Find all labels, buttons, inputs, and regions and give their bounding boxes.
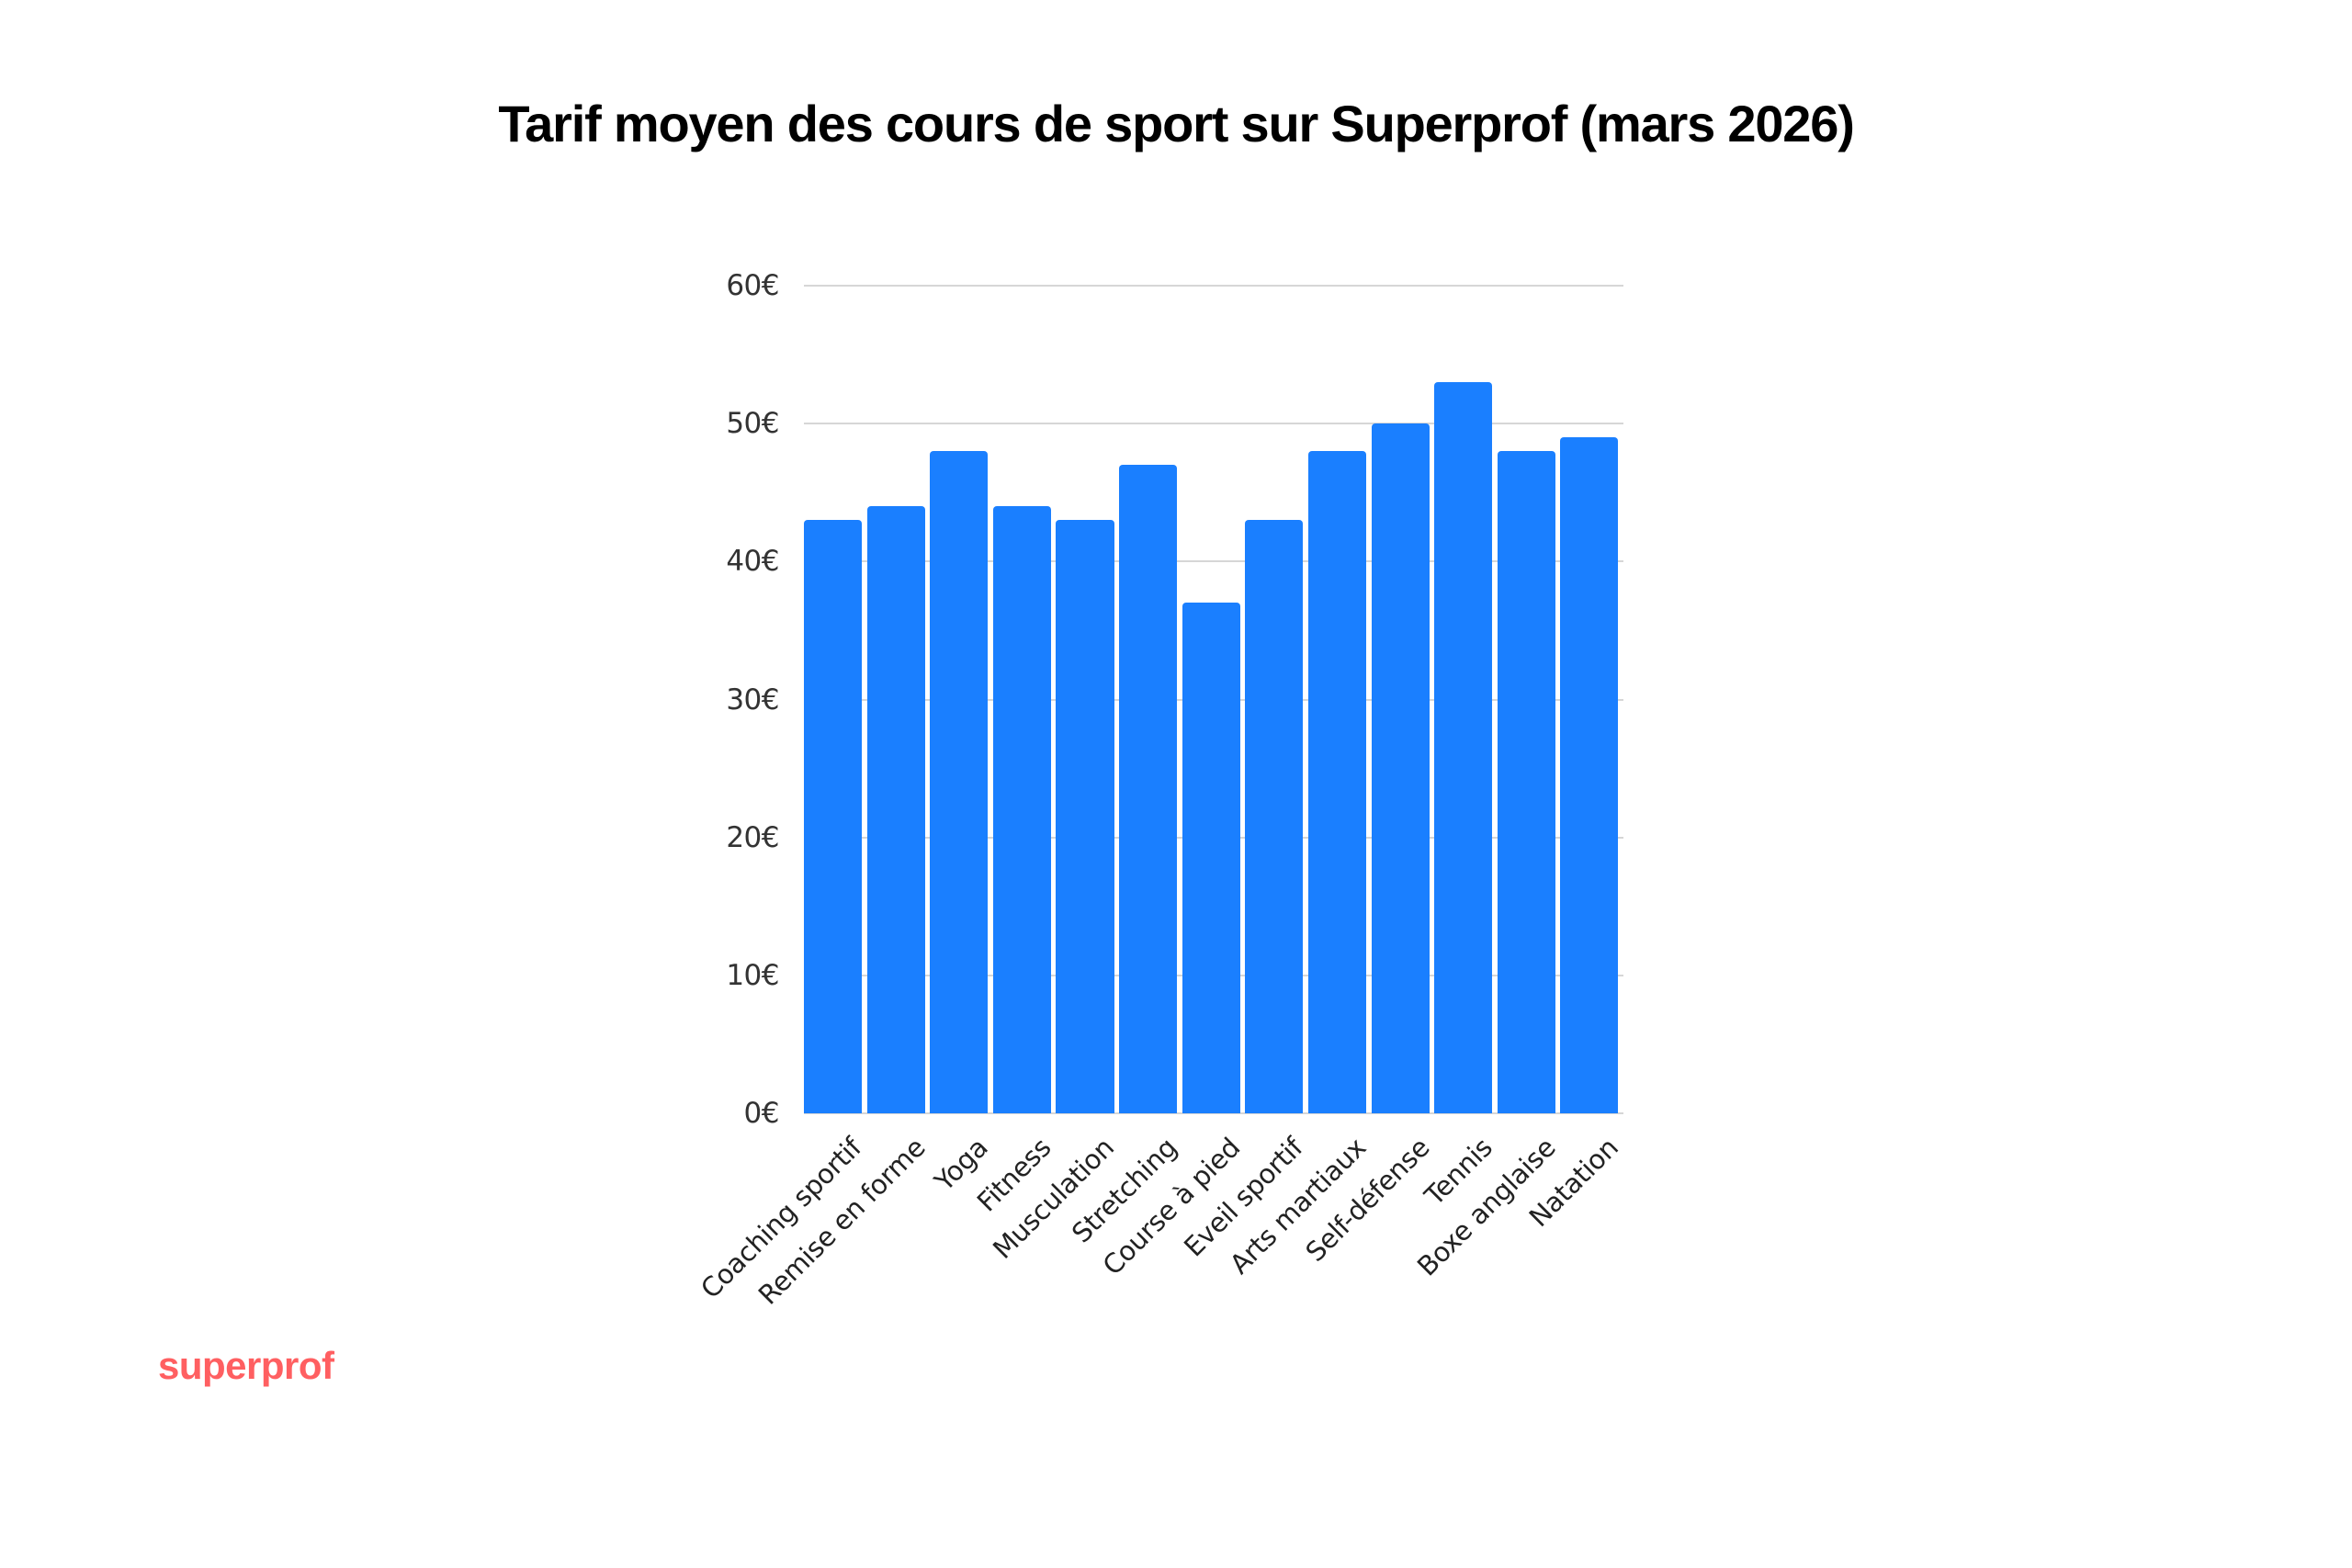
bar[interactable] — [866, 506, 925, 1113]
gridline — [804, 423, 1623, 425]
y-axis-tick-label: 50€ — [726, 407, 779, 441]
bar[interactable] — [1434, 382, 1493, 1113]
gridline — [804, 1112, 1623, 1114]
bar[interactable] — [1371, 423, 1430, 1113]
y-axis-tick-label: 30€ — [726, 682, 779, 716]
chart-title: Tarif moyen des cours de sport sur Super… — [498, 95, 1855, 152]
superprof-logo: superprof — [158, 1344, 334, 1387]
bar[interactable] — [1560, 437, 1619, 1113]
y-axis-tick-label: 60€ — [726, 269, 779, 302]
bar[interactable] — [1056, 520, 1114, 1113]
gridline — [804, 285, 1623, 287]
bar[interactable] — [930, 451, 989, 1113]
bar[interactable] — [1497, 451, 1555, 1113]
bar[interactable] — [1307, 451, 1367, 1113]
bar[interactable] — [992, 506, 1051, 1113]
bar[interactable] — [1182, 603, 1240, 1113]
y-axis-tick-label: 10€ — [726, 958, 779, 992]
gridline — [804, 560, 1623, 563]
y-axis-tick-label: 0€ — [743, 1097, 780, 1130]
bar[interactable] — [1245, 520, 1304, 1113]
y-axis-tick-label: 40€ — [726, 545, 779, 579]
bar[interactable] — [804, 520, 863, 1113]
bar[interactable] — [1119, 465, 1178, 1113]
y-axis-tick-label: 20€ — [726, 820, 779, 854]
